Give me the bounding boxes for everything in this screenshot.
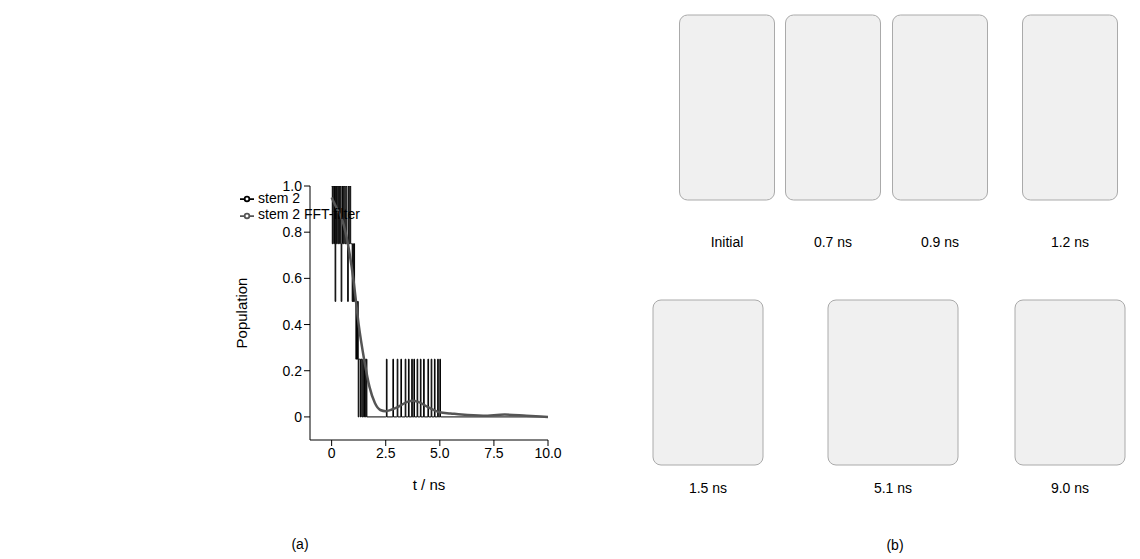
svg-text:0.6: 0.6	[283, 270, 303, 286]
html-text:(a): (a)	[291, 536, 309, 552]
svg-text:1.2 ns: 1.2 ns	[1051, 234, 1089, 250]
svg-text:2.5: 2.5	[376, 445, 396, 461]
svg-text:10.0: 10.0	[534, 445, 561, 461]
svg-text:1.5 ns: 1.5 ns	[689, 480, 727, 496]
svg-text:0.8: 0.8	[283, 224, 303, 240]
svg-text:5.1 ns: 5.1 ns	[874, 480, 912, 496]
svg-text:0.7 ns: 0.7 ns	[814, 234, 852, 250]
svg-text:7.5: 7.5	[484, 445, 504, 461]
svg-text:0: 0	[328, 445, 336, 461]
html-text:stem 2: stem 2	[258, 190, 300, 206]
svg-text:9.0 ns: 9.0 ns	[1051, 480, 1089, 496]
svg-text:(b): (b)	[886, 537, 903, 553]
svg-text:Initial: Initial	[711, 234, 744, 250]
svg-text:0.2: 0.2	[283, 363, 303, 379]
svg-text:0.4: 0.4	[283, 317, 303, 333]
svg-text:t / ns: t / ns	[413, 476, 446, 493]
svg-text:1.0: 1.0	[283, 178, 303, 194]
svg-text:0: 0	[294, 409, 302, 425]
svg-text:Population: Population	[233, 278, 250, 349]
html-text:stem 2 FFT-filter: stem 2 FFT-filter	[258, 206, 360, 223]
svg-text:0.9 ns: 0.9 ns	[921, 234, 959, 250]
svg-text:5.0: 5.0	[430, 445, 450, 461]
